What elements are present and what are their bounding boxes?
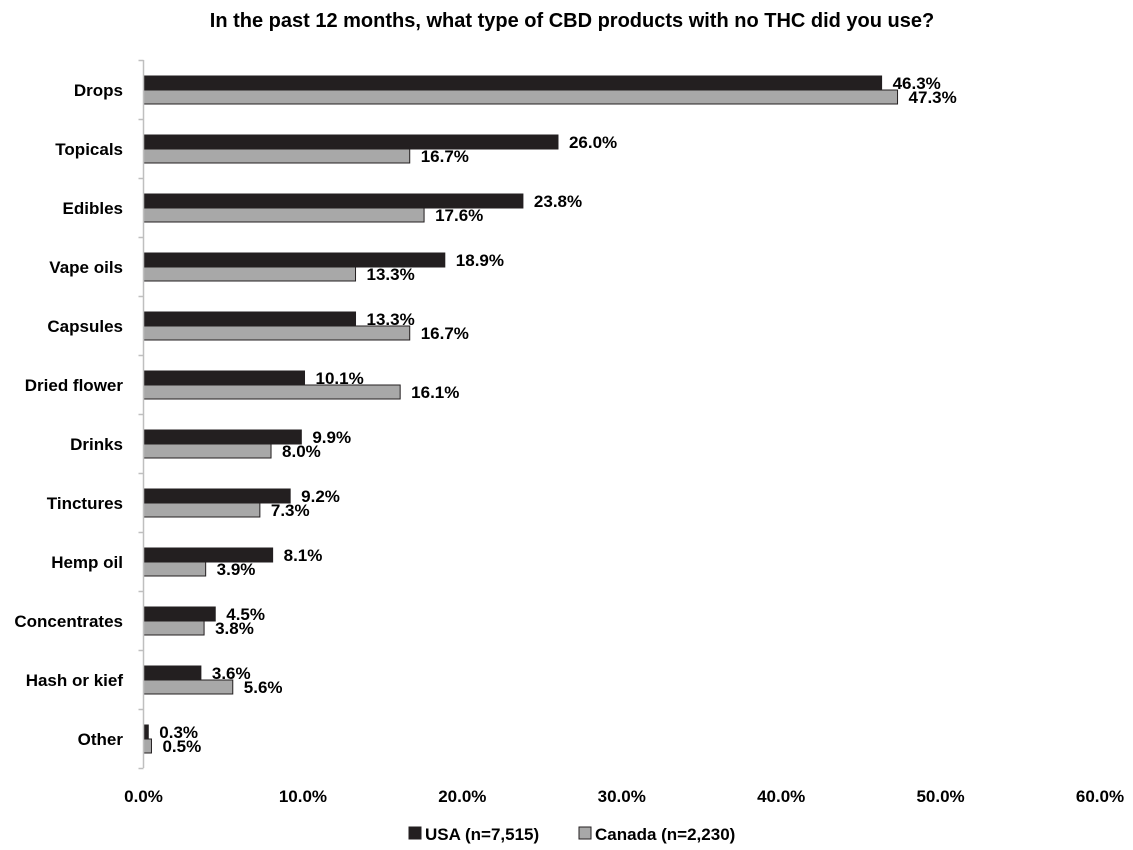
category-label: Dried flower	[25, 376, 124, 395]
data-label: 3.8%	[215, 619, 254, 638]
data-label: 3.9%	[217, 560, 256, 579]
bar-usa	[143, 134, 559, 150]
x-tick-label: 40.0%	[757, 787, 805, 806]
bar-usa	[143, 606, 216, 622]
category-label: Edibles	[63, 199, 123, 218]
bar-usa	[143, 665, 202, 681]
data-label: 7.3%	[271, 501, 310, 520]
bar-canada	[143, 89, 899, 105]
bar-canada	[143, 325, 411, 341]
bar-canada	[143, 502, 261, 518]
x-tick-label: 20.0%	[438, 787, 486, 806]
x-tick-label: 50.0%	[916, 787, 964, 806]
data-label: 8.0%	[282, 442, 321, 461]
data-label: 8.1%	[284, 546, 323, 565]
category-label: Topicals	[55, 140, 123, 159]
data-label: 5.6%	[244, 678, 283, 697]
data-label: 4.5%	[226, 605, 265, 624]
data-label: 13.3%	[367, 265, 415, 284]
bar-canada	[143, 561, 207, 577]
bars-layer: 46.3%47.3% 26.0% 16.7% 23.8% 17.6% 18.9% 13.3%…	[143, 74, 957, 756]
data-label: 18.9%	[456, 251, 504, 270]
bar-usa	[143, 311, 357, 327]
bar-usa	[143, 429, 302, 445]
data-label: 3.6%	[212, 664, 251, 683]
bar-canada	[143, 207, 425, 223]
legend-label: USA (n=7,515)	[425, 825, 539, 844]
x-tick-label: 10.0%	[279, 787, 327, 806]
category-label: Drinks	[70, 435, 123, 454]
bar-usa	[143, 488, 291, 504]
axis-layer: Drops Topicals Edibles Vape oils Capsules Dri…	[14, 59, 1124, 806]
data-label: 9.2%	[301, 487, 340, 506]
x-tick-label: 30.0%	[598, 787, 646, 806]
bar-canada	[143, 738, 152, 754]
data-label: 0.5%	[162, 737, 201, 756]
legend-label: Canada (n=2,230)	[595, 825, 735, 844]
data-label: 0.3%	[159, 723, 198, 742]
bar-canada	[143, 266, 357, 282]
bar-canada	[143, 384, 401, 400]
category-label: Other	[78, 730, 124, 749]
legend: USA (n=7,515) Canada (n=2,230)	[408, 825, 735, 844]
legend-swatch-usa	[408, 826, 422, 840]
bar-canada	[143, 148, 411, 164]
bar-usa	[143, 370, 306, 386]
x-tick-label: 0.0%	[124, 787, 163, 806]
data-label: 16.7%	[421, 147, 469, 166]
data-label: 23.8%	[534, 192, 582, 211]
data-label: 47.3%	[909, 88, 957, 107]
data-label: 46.3%	[893, 74, 941, 93]
bar-canada	[143, 443, 272, 459]
data-label: 26.0%	[569, 133, 617, 152]
data-label: 16.1%	[411, 383, 459, 402]
category-label: Vape oils	[49, 258, 123, 277]
category-label: Hash or kief	[26, 671, 124, 690]
legend-swatch-canada	[578, 826, 592, 840]
bar-canada	[143, 679, 234, 695]
category-label: Hemp oil	[51, 553, 123, 572]
category-label: Tinctures	[47, 494, 123, 513]
x-tick-label: 60.0%	[1076, 787, 1124, 806]
bar-usa	[143, 75, 883, 91]
chart-title: In the past 12 months, what type of CBD …	[210, 10, 934, 32]
data-label: 13.3%	[367, 310, 415, 329]
category-label: Capsules	[47, 317, 123, 336]
category-label: Drops	[74, 81, 123, 100]
data-label: 10.1%	[316, 369, 364, 388]
data-label: 16.7%	[421, 324, 469, 343]
data-label: 9.9%	[312, 428, 351, 447]
category-label: Concentrates	[14, 612, 123, 631]
bar-canada	[143, 620, 205, 636]
data-label: 17.6%	[435, 206, 483, 225]
